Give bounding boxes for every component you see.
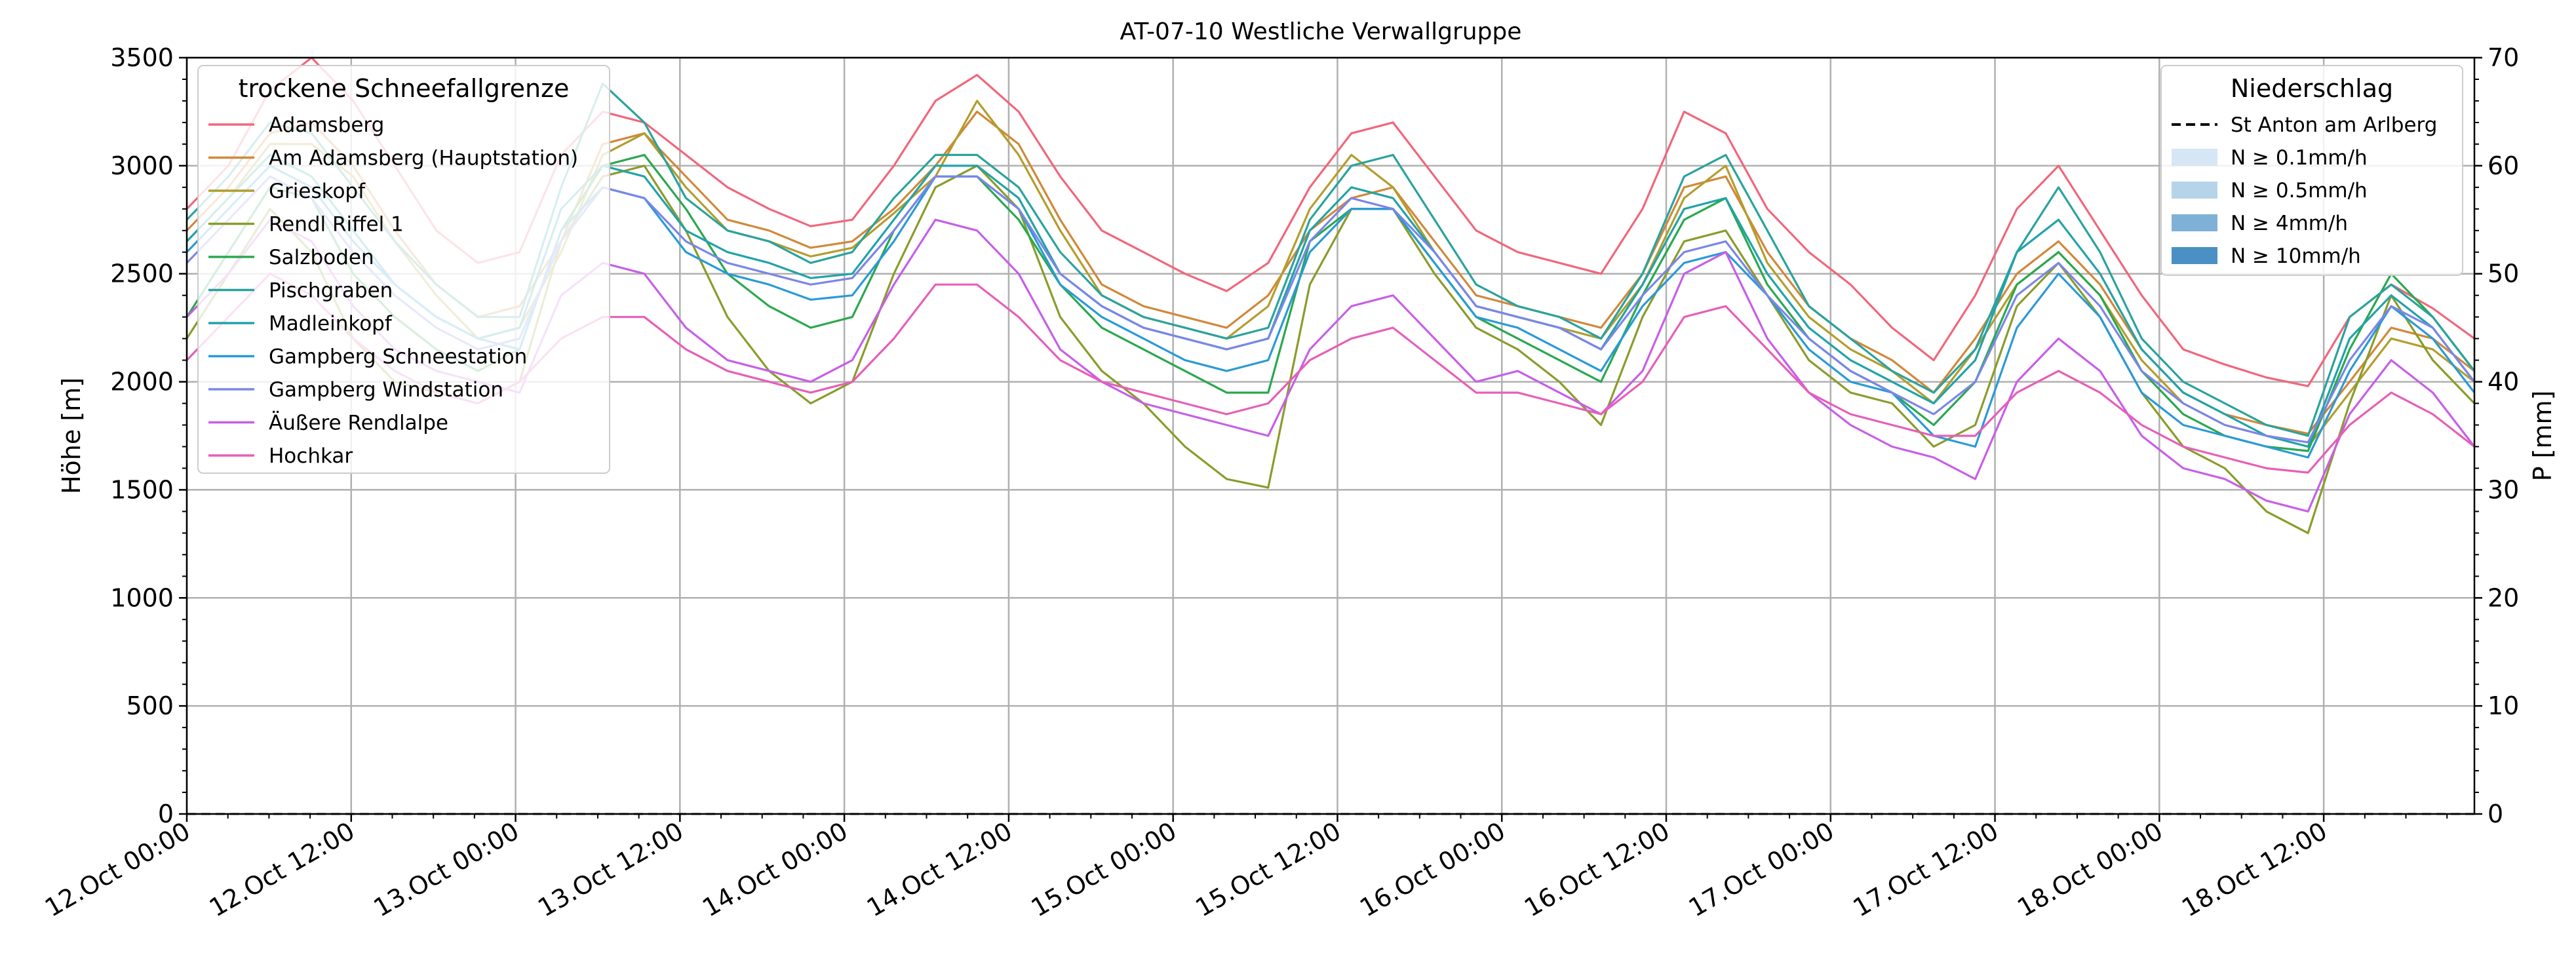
y-right-tick-label: 60	[2488, 151, 2519, 180]
axes-frame	[185, 56, 2476, 815]
legend-label-series: Am Adamsberg (Hauptstation)	[269, 147, 578, 170]
y-axis-right-label: P [mm]	[2528, 391, 2557, 482]
legend-left-entries: Adamsberg Am Adamsberg (Hauptstation) Grie…	[208, 113, 578, 468]
legend-swatch-precip-patch	[2172, 247, 2217, 264]
axes	[179, 56, 2482, 822]
legend-label-precip: N ≥ 0.5mm/h	[2231, 179, 2368, 203]
legend-left-title: trockene Schneefallgrenze	[239, 74, 570, 103]
y-right-tick-label: 30	[2488, 475, 2519, 504]
legend-right-frame	[2160, 65, 2463, 276]
legend-label-series: Salzboden	[269, 246, 374, 269]
legend-label-series: Gampberg Schneestation	[269, 345, 527, 369]
chart-title: AT-07-10 Westliche Verwallgruppe	[1120, 18, 1522, 45]
legend-label-series: Hochkar	[269, 444, 353, 468]
legend-label-precip: St Anton am Arlberg	[2231, 113, 2437, 137]
y-axis-label: Höhe [m]	[57, 377, 86, 494]
y-right-tick-label: 70	[2488, 43, 2519, 72]
y-tick-label: 1000	[110, 583, 174, 612]
legend-label-series: Adamsberg	[269, 113, 384, 137]
y-tick-label: 500	[126, 691, 174, 720]
y-right-tick-label: 0	[2488, 800, 2503, 828]
legend-right-entries: St Anton am Arlberg N ≥ 0.1mm/h N ≥ 0.5mm/…	[2172, 113, 2437, 268]
y-tick-label: 0	[158, 800, 174, 828]
legend-label-series: Äußere Rendlalpe	[269, 412, 448, 435]
legend-swatch-precip-patch	[2172, 214, 2217, 231]
y-right-tick-label: 40	[2488, 368, 2519, 396]
legend-swatch-precip-patch	[2172, 182, 2217, 199]
y-tick-label: 3500	[110, 43, 174, 72]
legend-label-series: Grieskopf	[269, 180, 366, 203]
legend-label-precip: N ≥ 0.1mm/h	[2231, 146, 2368, 170]
legend-left: trockene Schneefallgrenze Adamsberg Am Ad…	[197, 65, 610, 474]
legend-label-series: Madleinkopf	[269, 312, 393, 336]
y-tick-label: 2500	[110, 260, 174, 288]
y-right-tick-label: 20	[2488, 583, 2519, 612]
y-tick-label: 2000	[110, 368, 174, 396]
legend-right-title: Niederschlag	[2231, 74, 2393, 103]
legend-right: Niederschlag St Anton am Arlberg N ≥ 0.1m…	[2160, 65, 2463, 276]
legend-left-frame	[197, 65, 610, 474]
legend-label-series: Gampberg Windstation	[269, 378, 503, 402]
y-right-tick-label: 50	[2488, 260, 2519, 288]
y-tick-label: 3000	[110, 151, 174, 180]
legend-label-precip: N ≥ 10mm/h	[2231, 244, 2361, 268]
y-right-tick-label: 10	[2488, 691, 2519, 720]
legend-swatch-precip-patch	[2172, 149, 2217, 166]
legend-label-precip: N ≥ 4mm/h	[2231, 212, 2348, 235]
y-tick-label: 1500	[110, 475, 174, 504]
legend-label-series: Pischgraben	[269, 279, 393, 303]
legend-label-series: Rendl Riffel 1	[269, 213, 404, 237]
